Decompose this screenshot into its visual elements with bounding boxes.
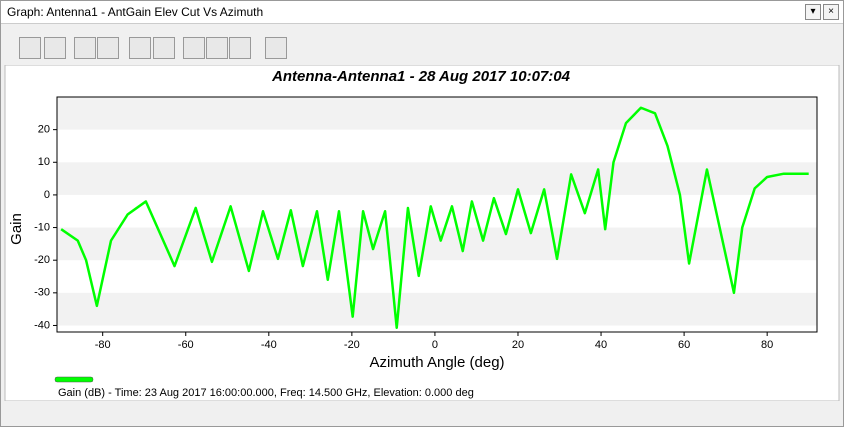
x-axis-label: Azimuth Angle (deg): [369, 354, 504, 371]
save-button[interactable]: [19, 37, 41, 59]
title-bar: Graph: Antenna1 - AntGain Elev Cut Vs Az…: [1, 1, 843, 24]
y-tick-label: -40: [34, 319, 50, 331]
plot-frame: [56, 96, 818, 333]
y-axis-label: Gain: [8, 213, 25, 245]
data-line: [60, 106, 809, 330]
grid-band: [57, 162, 817, 195]
chart-title: Antenna-Antenna1 - 28 Aug 2017 10:07:04: [271, 68, 571, 85]
window-title: Graph: Antenna1 - AntGain Elev Cut Vs Az…: [7, 5, 264, 19]
grid-band: [57, 292, 817, 326]
y-tick-label: -10: [34, 221, 50, 233]
y-tick-label: 0: [44, 189, 50, 201]
copy-button[interactable]: [74, 37, 96, 59]
legend-swatch: [54, 376, 94, 383]
properties-button[interactable]: [183, 37, 205, 59]
zoom-button[interactable]: [97, 37, 119, 59]
x-tick-label: 0: [432, 339, 438, 351]
y-tick-label: -30: [34, 287, 50, 299]
y-tick-label: 10: [38, 156, 50, 168]
grid-band: [57, 97, 817, 130]
settings-button[interactable]: [206, 37, 228, 59]
legend-label: Gain (dB) - Time: 23 Aug 2017 16:00:00.0…: [58, 387, 474, 399]
x-tick-label: -80: [95, 339, 111, 351]
chart: Antenna-Antenna1 - 28 Aug 2017 10:07:04 …: [4, 65, 840, 401]
refresh-button[interactable]: [129, 37, 151, 59]
x-tick-label: -40: [261, 339, 277, 351]
x-tick-label: -60: [178, 339, 194, 351]
x-tick-label: -20: [344, 339, 360, 351]
close-button[interactable]: ×: [823, 4, 839, 20]
y-tick-label: 20: [38, 124, 50, 136]
export-button[interactable]: [153, 37, 175, 59]
x-tick-label: 40: [595, 339, 607, 351]
crosshair-button[interactable]: [229, 37, 251, 59]
x-tick-label: 80: [761, 339, 773, 351]
x-tick-label: 60: [678, 339, 690, 351]
help-button[interactable]: [265, 37, 287, 59]
print-button[interactable]: [44, 37, 66, 59]
x-tick-label: 20: [512, 339, 524, 351]
y-tick-label: -20: [34, 254, 50, 266]
dropdown-button[interactable]: ▾: [805, 4, 821, 20]
